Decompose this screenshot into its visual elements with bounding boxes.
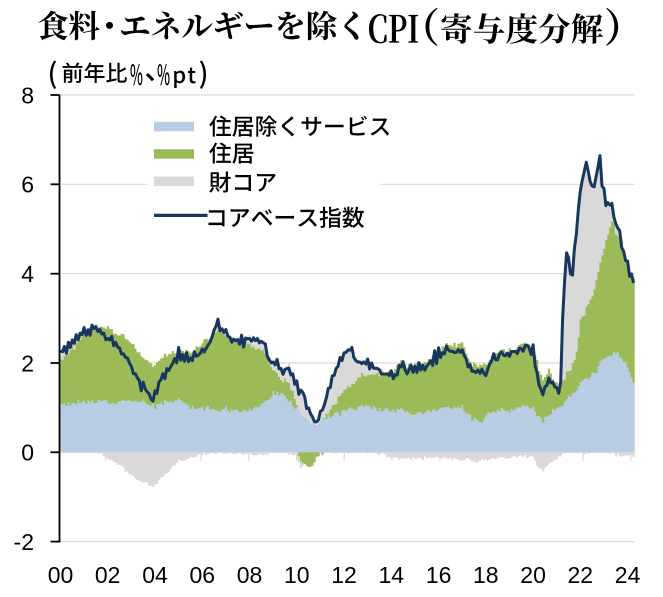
svg-text:00: 00: [48, 562, 74, 588]
svg-text:0: 0: [21, 440, 34, 466]
svg-text:14: 14: [379, 562, 405, 588]
svg-text:2: 2: [21, 350, 34, 376]
svg-text:4: 4: [21, 261, 34, 287]
svg-text:22: 22: [568, 562, 594, 588]
svg-text:6: 6: [21, 172, 34, 198]
svg-text:02: 02: [95, 562, 121, 588]
svg-text:12: 12: [331, 562, 357, 588]
svg-text:04: 04: [142, 562, 168, 588]
svg-text:24: 24: [615, 562, 641, 588]
svg-text:08: 08: [237, 562, 263, 588]
svg-text:20: 20: [520, 562, 546, 588]
svg-text:10: 10: [284, 562, 310, 588]
svg-text:18: 18: [473, 562, 499, 588]
svg-text:16: 16: [426, 562, 452, 588]
svg-text:-2: -2: [14, 529, 34, 555]
svg-text:8: 8: [21, 82, 34, 108]
svg-text:06: 06: [190, 562, 216, 588]
